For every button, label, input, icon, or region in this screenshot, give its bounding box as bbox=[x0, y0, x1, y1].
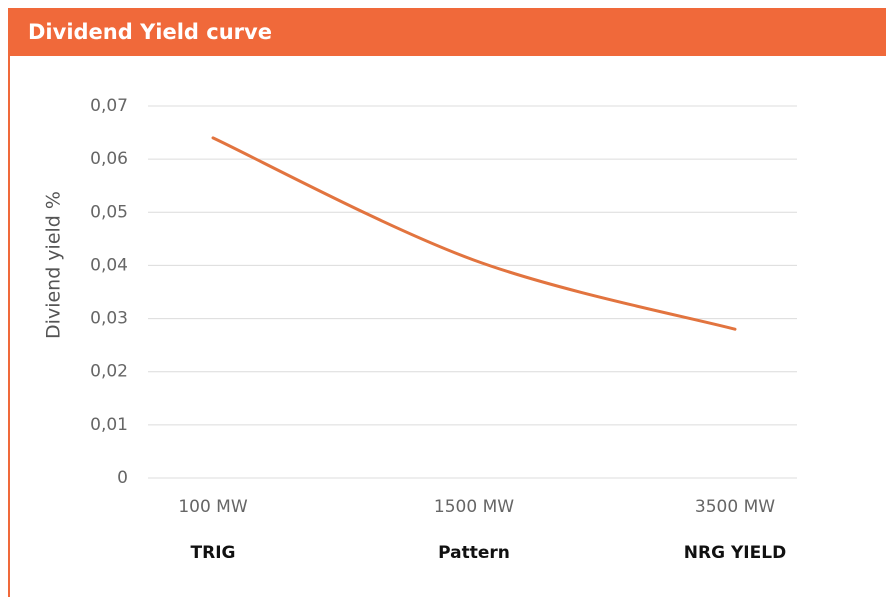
company-label: NRG YIELD bbox=[684, 543, 786, 563]
y-tick-label: 0 bbox=[117, 468, 128, 488]
data-line bbox=[211, 136, 737, 331]
header-bar bbox=[8, 8, 886, 56]
x-tick-label: 1500 MW bbox=[434, 497, 514, 517]
y-tick-label: 0,06 bbox=[90, 149, 128, 169]
chart-title: Dividend Yield curve bbox=[28, 20, 272, 44]
company-label: Pattern bbox=[438, 543, 510, 563]
y-tick-label: 0,02 bbox=[90, 362, 128, 382]
company-label: TRIG bbox=[191, 543, 236, 563]
y-tick-label: 0,07 bbox=[90, 96, 128, 116]
x-tick-label: 3500 MW bbox=[695, 497, 775, 517]
y-tick-label: 0,01 bbox=[90, 415, 128, 435]
y-tick-label: 0,03 bbox=[90, 309, 128, 329]
y-tick-label: 0,04 bbox=[90, 255, 128, 275]
y-tick-label: 0,05 bbox=[90, 202, 128, 222]
x-tick-label: 100 MW bbox=[178, 497, 248, 517]
y-axis-label: Diviend yield % bbox=[43, 191, 65, 339]
